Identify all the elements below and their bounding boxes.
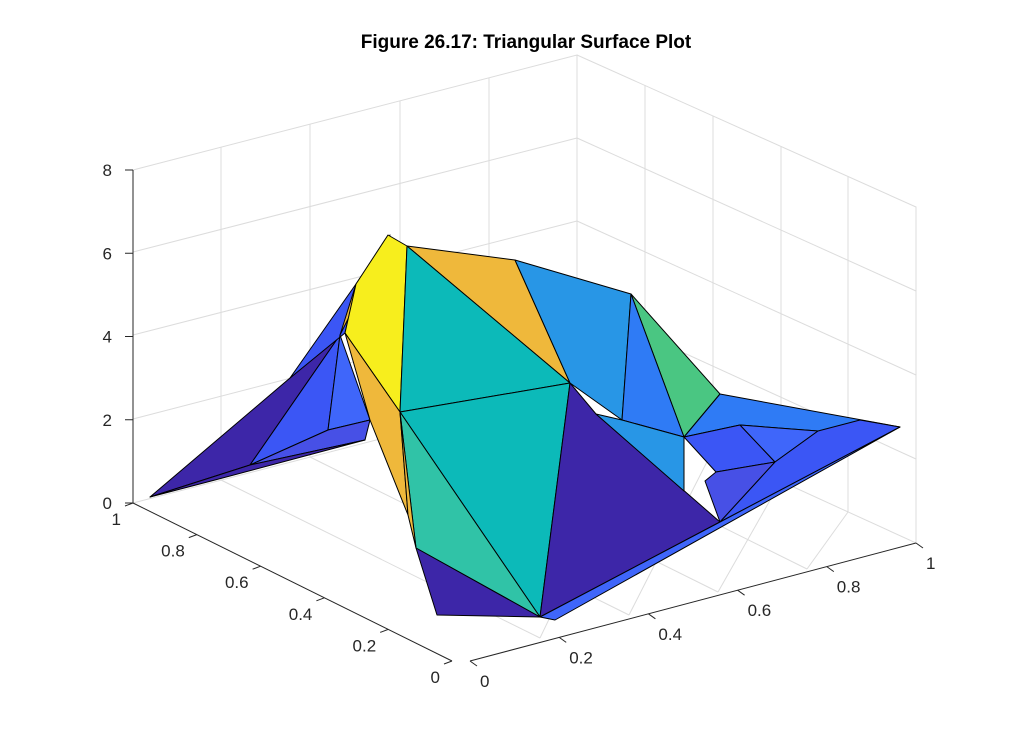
grid-z-4-left [132, 220, 578, 336]
y-tick-mark [124, 502, 134, 507]
facet [399, 411, 417, 549]
x-tick-label: 0.2 [569, 648, 593, 667]
x-tick-mark [469, 660, 478, 667]
facet [149, 439, 366, 498]
y-tick-mark [380, 628, 389, 633]
z-tick-label: 2 [103, 411, 112, 430]
y-tick-label: 0.8 [161, 542, 185, 561]
grid-z-6-left [132, 137, 578, 253]
triangular-surface [149, 234, 901, 621]
z-tick-label: 6 [103, 244, 112, 263]
y-tick-mark [316, 597, 325, 602]
x-tick-mark [558, 636, 567, 643]
y-tick-mark [188, 534, 197, 539]
floor-grid-8 [806, 511, 849, 570]
x-tick-mark [737, 589, 745, 596]
chart-title: Figure 26.17: Triangular Surface Plot [361, 32, 692, 53]
x-tick-label: 0.8 [837, 578, 861, 597]
y-tick-label: 0.6 [225, 573, 249, 592]
x-tick-label: 1 [926, 554, 935, 573]
x-tick-mark [826, 566, 835, 573]
y-tick-label: 1 [112, 510, 121, 529]
x-axis-line [469, 542, 917, 662]
facet [415, 547, 541, 618]
axes: 0 2 4 6 8 0 0.2 0.4 0.6 0.8 1 0 0.2 0.4 0.6 0.8 1 [103, 161, 936, 691]
x-tick-label: 0 [480, 672, 489, 691]
z-tick-label: 4 [103, 328, 112, 347]
z-tick-label: 0 [103, 494, 112, 513]
z-tick-label: 8 [103, 161, 112, 180]
x-tick-label: 0.6 [748, 601, 772, 620]
x-tick-labels: 0 0.2 0.4 0.6 0.8 1 [469, 542, 935, 691]
grid-z-4-right [576, 220, 917, 376]
y-tick-labels: 0 0.2 0.4 0.6 0.8 1 [112, 502, 453, 687]
y-tick-mark [252, 565, 261, 570]
y-tick-mark [443, 660, 453, 665]
x-tick-mark [915, 542, 924, 549]
y-tick-label: 0.4 [289, 605, 313, 624]
z-tick-labels: 0 2 4 6 8 [103, 161, 133, 513]
x-tick-mark [648, 613, 656, 620]
y-tick-label: 0.2 [353, 636, 377, 655]
facet [539, 426, 901, 621]
y-tick-label: 0 [431, 668, 440, 687]
y-axis-line [132, 502, 453, 662]
grid-z-6-right [576, 137, 917, 292]
facet [719, 419, 901, 523]
x-tick-label: 0.4 [658, 625, 682, 644]
